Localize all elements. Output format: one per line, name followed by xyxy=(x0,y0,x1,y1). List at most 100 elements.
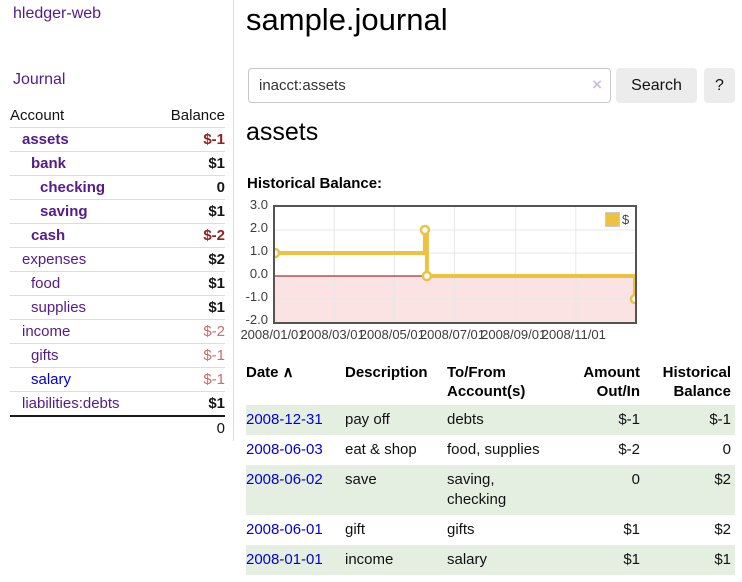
column-header: Description xyxy=(345,364,428,381)
transaction-date-link[interactable]: 2008-01-01 xyxy=(246,551,323,568)
balance-column-header: Balance xyxy=(170,107,225,124)
account-rows: assets $-1 bank $1 checking 0 saving $1 cash $-2 e… xyxy=(10,128,225,415)
account-balance: $1 xyxy=(208,155,225,172)
account-link[interactable]: checking xyxy=(40,179,106,196)
column-header: Historical Balance xyxy=(662,364,731,400)
account-link[interactable]: food xyxy=(31,275,61,292)
y-axis-tick-label: 3.0 xyxy=(249,197,268,212)
account-balance: $2 xyxy=(208,251,225,268)
transaction-accounts: gifts xyxy=(447,521,475,538)
account-row: supplies $1 xyxy=(10,296,225,320)
column-header: Amount Out/In xyxy=(583,364,640,400)
search-input-wrap: × xyxy=(248,68,611,103)
transaction-date-link[interactable]: 2008-06-02 xyxy=(246,471,323,488)
chart-canvas xyxy=(275,207,635,322)
y-axis-tick-label: 0.0 xyxy=(249,266,268,281)
chart-title: Historical Balance: xyxy=(247,175,383,192)
transaction-balance: $2 xyxy=(714,521,731,538)
transaction-balance: $2 xyxy=(714,471,731,488)
account-balance: $-1 xyxy=(203,131,225,148)
search-button[interactable]: Search xyxy=(616,68,697,103)
account-balance: $-2 xyxy=(203,227,225,244)
account-balance: $-1 xyxy=(203,347,225,364)
x-axis-tick-label: 2008/01/01 xyxy=(240,327,306,342)
x-axis-tick-label: 2008/07/01 xyxy=(419,327,486,342)
account-row: salary $-1 xyxy=(10,368,225,392)
search-bar: × Search ? xyxy=(248,68,735,103)
account-row: saving $1 xyxy=(10,200,225,224)
legend-label: $ xyxy=(622,212,630,227)
x-axis-tick-label: 2008/03/01 xyxy=(299,327,365,342)
sort-arrow-icon: ∧ xyxy=(278,364,294,381)
transaction-description: gift xyxy=(345,521,366,538)
accounts-header-row: Account Balance xyxy=(10,104,225,128)
transaction-accounts: debts xyxy=(447,411,484,428)
transaction-row: 2008-06-02 save saving, checking 0 $2 xyxy=(246,465,735,515)
transaction-row: 2008-01-01 income salary $1 $1 xyxy=(246,545,735,575)
x-axis-tick-label: 2008/05/01 xyxy=(359,327,425,342)
account-link[interactable]: assets xyxy=(22,131,69,148)
account-column-header: Account xyxy=(10,107,65,124)
account-balance: $-2 xyxy=(203,323,225,340)
transaction-description: eat & shop xyxy=(345,441,417,458)
account-link[interactable]: expenses xyxy=(22,251,87,268)
account-link[interactable]: liabilities:debts xyxy=(22,395,120,412)
legend-swatch-icon xyxy=(605,212,620,227)
account-link[interactable]: gifts xyxy=(31,347,59,364)
accounts-sidebar: Account Balance assets $-1 bank $1 checking 0… xyxy=(10,104,225,440)
total-balance: 0 xyxy=(216,420,225,437)
account-balance: $1 xyxy=(208,275,225,292)
transaction-date-link[interactable]: 2008-06-01 xyxy=(246,521,323,538)
clear-search-icon[interactable]: × xyxy=(592,75,602,94)
account-link[interactable]: income xyxy=(22,323,71,340)
balance-chart: $ xyxy=(273,205,637,324)
help-button[interactable]: ? xyxy=(704,68,735,103)
account-link[interactable]: supplies xyxy=(31,299,87,316)
account-row: checking 0 xyxy=(10,176,225,200)
chart-legend: $ xyxy=(605,212,629,227)
y-axis-tick-label: 1.0 xyxy=(249,243,268,258)
nav-journal-link[interactable]: Journal xyxy=(13,71,66,88)
transaction-description: pay off xyxy=(345,411,390,428)
column-header: To/From Account(s) xyxy=(447,364,526,400)
transaction-amount: $1 xyxy=(623,551,640,568)
account-row: bank $1 xyxy=(10,152,225,176)
account-balance: 0 xyxy=(216,179,225,196)
account-link[interactable]: bank xyxy=(31,155,67,172)
transaction-balance: 0 xyxy=(722,441,731,458)
account-balance: $-1 xyxy=(203,371,225,388)
account-link[interactable]: salary xyxy=(31,371,72,388)
transaction-balance: $1 xyxy=(714,551,731,568)
account-link[interactable]: cash xyxy=(31,227,66,244)
account-row: gifts $-1 xyxy=(10,344,225,368)
y-axis-tick-label: 2.0 xyxy=(249,220,268,235)
register-body: 2008-12-31 pay off debts $-1 $-1 2008-06-03 ea… xyxy=(246,405,735,575)
transaction-description: income xyxy=(345,551,394,568)
transaction-date-link[interactable]: 2008-12-31 xyxy=(246,411,323,428)
account-row: liabilities:debts $1 xyxy=(10,392,225,415)
account-row: expenses $2 xyxy=(10,248,225,272)
transaction-row: 2008-06-01 gift gifts $1 $2 xyxy=(246,515,735,545)
sidebar-divider xyxy=(233,0,234,441)
app-title-link[interactable]: hledger-web xyxy=(13,5,102,22)
transaction-amount: $-2 xyxy=(618,441,640,458)
account-row: income $-2 xyxy=(10,320,225,344)
transaction-accounts: salary xyxy=(447,551,488,568)
y-axis-tick-label: -2.0 xyxy=(245,312,268,327)
account-link[interactable]: saving xyxy=(40,203,88,220)
account-row: cash $-2 xyxy=(10,224,225,248)
sidebar-total-row: 0 xyxy=(10,415,225,440)
account-row: assets $-1 xyxy=(10,128,225,152)
transaction-row: 2008-12-31 pay off debts $-1 $-1 xyxy=(246,405,735,435)
search-input[interactable] xyxy=(248,68,611,103)
transaction-balance: $-1 xyxy=(709,411,731,428)
transaction-description: save xyxy=(345,471,377,488)
column-header[interactable]: Date ∧ xyxy=(246,364,294,381)
transaction-amount: 0 xyxy=(631,471,640,488)
transaction-amount: $1 xyxy=(623,521,640,538)
transaction-date-link[interactable]: 2008-06-03 xyxy=(246,441,323,458)
account-heading: assets xyxy=(246,118,319,146)
page-title: sample.journal xyxy=(246,2,448,37)
x-axis-tick-label: 2008/09/01 xyxy=(481,327,547,342)
